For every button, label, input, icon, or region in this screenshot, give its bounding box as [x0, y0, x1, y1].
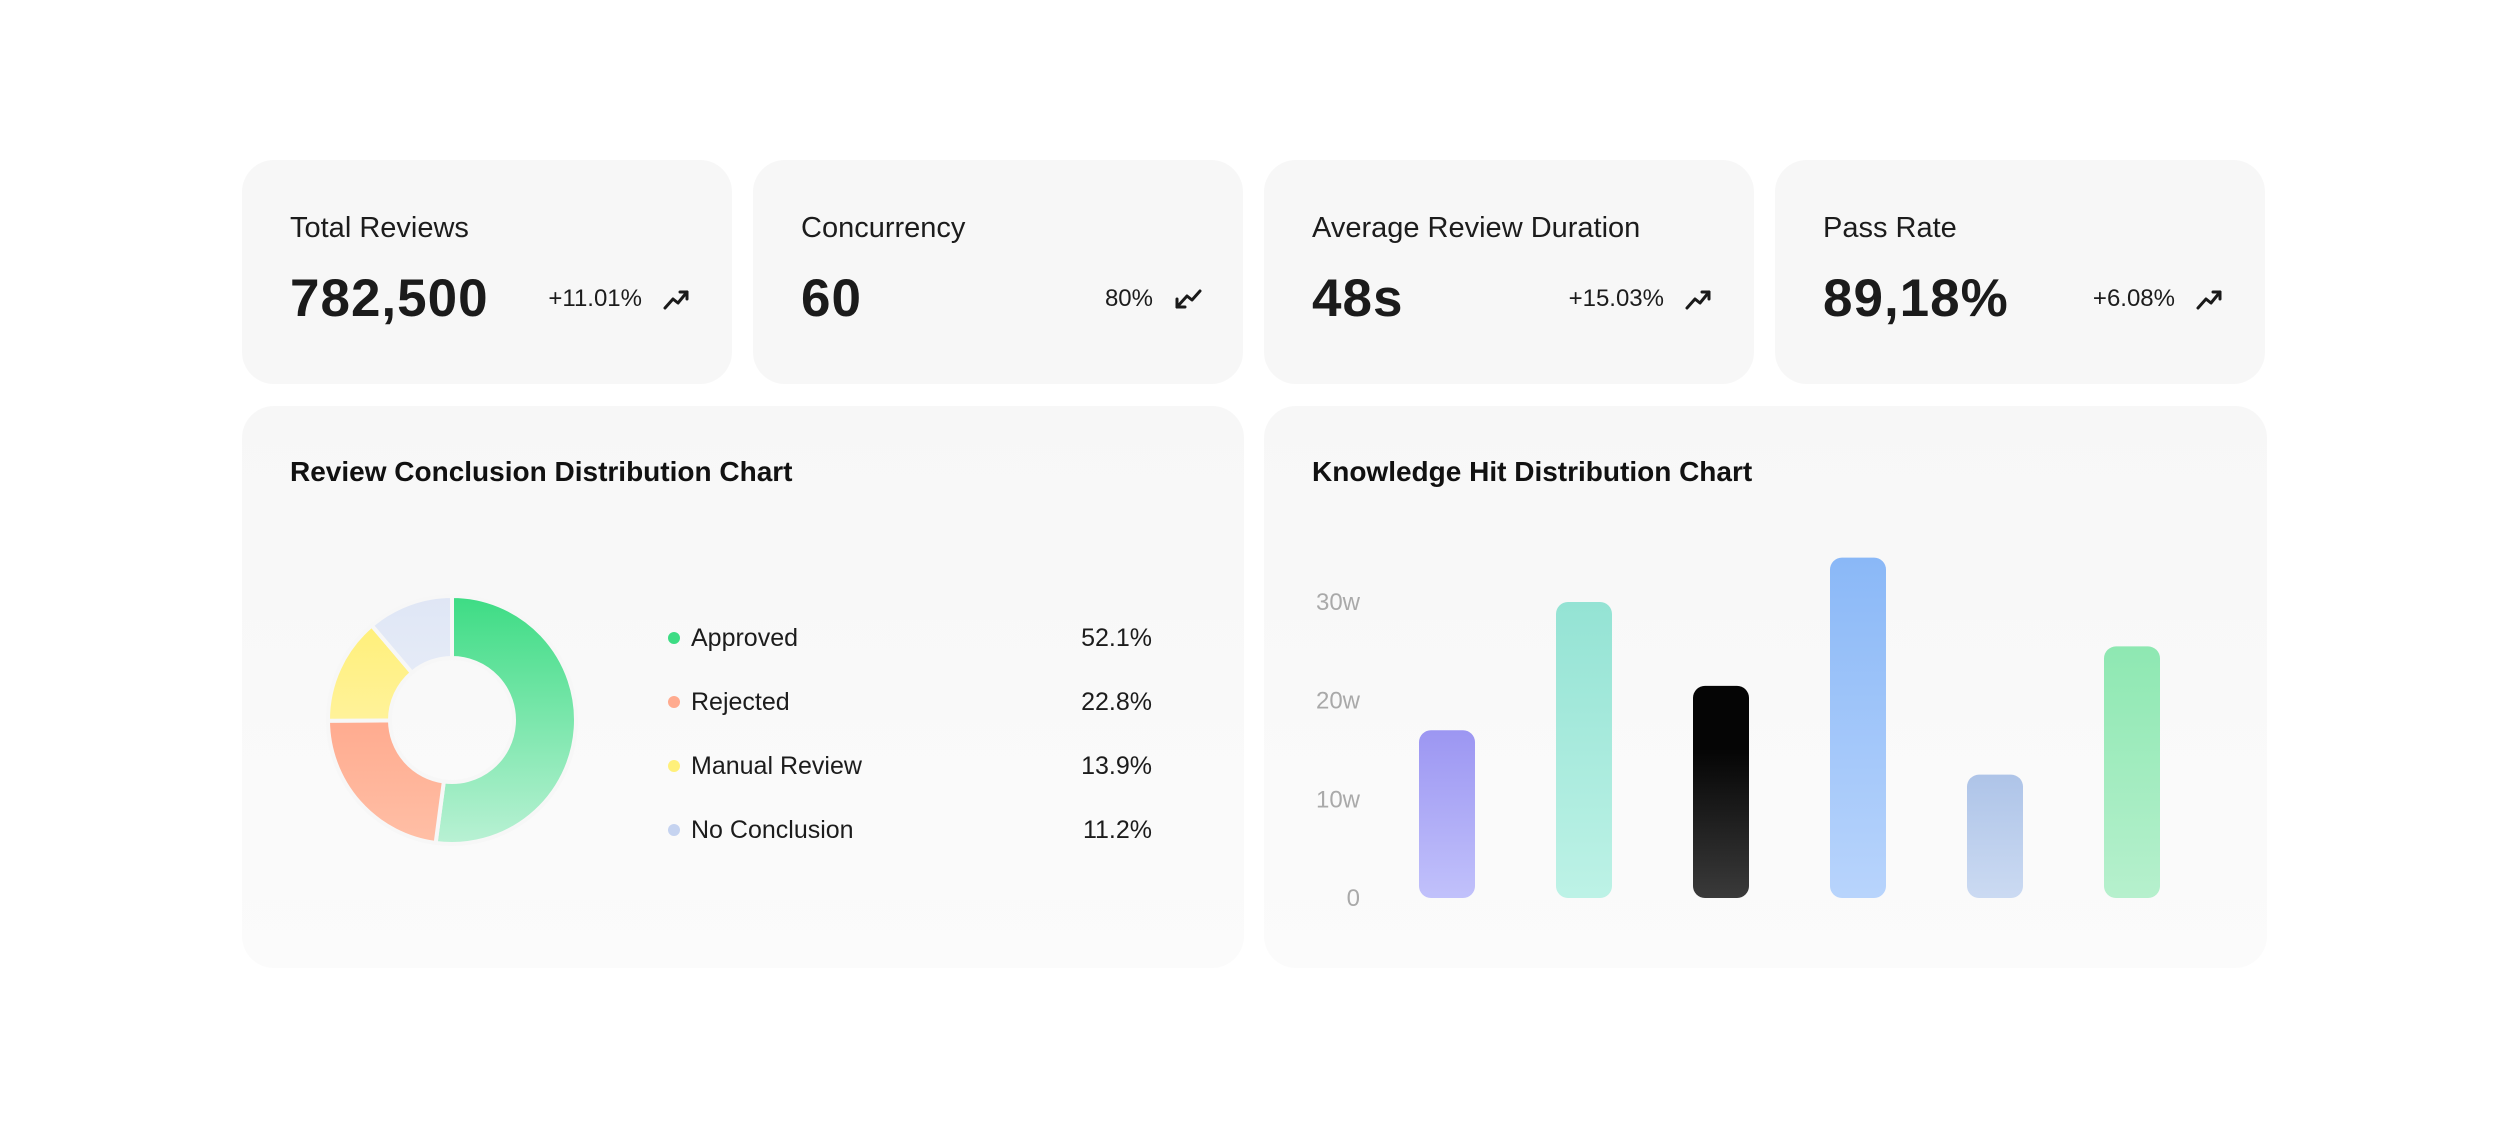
stat-card-concurrency: Concurrency 60 80%	[753, 160, 1243, 384]
stat-change: +11.01%	[548, 284, 692, 314]
legend-dot	[668, 824, 680, 836]
chart-title: Review Conclusion Distribution Chart	[290, 456, 793, 487]
donut-slice-no-conclusion	[369, 594, 454, 675]
knowledge-hit-card: Knowledge Hit Distribution Chart 0 10w 20w…	[1264, 406, 2267, 968]
bar-chart: 0 10w 20w 30w	[1316, 557, 2160, 912]
legend-value: 11.2%	[1082, 815, 1152, 844]
donut-slice-rejected	[326, 718, 446, 845]
y-tick-label: 30w	[1316, 589, 1361, 616]
legend-label: Approved	[691, 623, 799, 652]
legend-dot	[668, 760, 680, 772]
bar-1	[1419, 730, 1475, 898]
review-conclusion-card: Review Conclusion Distribution Chart	[242, 406, 1244, 968]
chart-legend: Approved 52.1% Rejected 22.8% Manual Rev…	[668, 606, 1152, 862]
bar-6	[2104, 646, 2160, 898]
legend-item-no-conclusion: No Conclusion 11.2%	[668, 798, 1152, 862]
trend-up-icon	[663, 290, 689, 310]
legend-item-rejected: Rejected 22.8%	[668, 670, 1152, 734]
bar-4	[1830, 557, 1886, 898]
legend-label: Manual Review	[691, 751, 862, 780]
y-tick-label: 0	[1347, 885, 1360, 912]
bar-2	[1556, 602, 1612, 898]
stat-title: Pass Rate	[1823, 212, 1957, 244]
bar-5	[1967, 774, 2023, 898]
y-tick-label: 20w	[1316, 688, 1361, 715]
stat-title: Total Reviews	[290, 212, 469, 244]
legend-value: 13.9%	[1081, 751, 1152, 780]
stat-change: 80%	[1105, 284, 1203, 314]
stat-change-value: +11.01%	[548, 285, 642, 312]
stat-change-value: +6.08%	[2092, 285, 2175, 312]
legend-value: 52.1%	[1081, 623, 1152, 652]
stat-change: +6.08%	[2093, 284, 2225, 314]
trend-up-icon	[1685, 290, 1711, 310]
stat-card-total-reviews: Total Reviews 782,500 +11.01%	[242, 160, 732, 384]
chart-title: Knowledge Hit Distribution Chart	[1312, 456, 1753, 487]
trend-down-icon	[1175, 289, 1202, 309]
stat-value: 782,500	[290, 269, 489, 328]
stat-value: 48s	[1312, 269, 1404, 328]
legend-dot	[668, 696, 680, 708]
legend-value: 22.8%	[1081, 687, 1152, 716]
donut-slice-approved	[433, 594, 578, 846]
legend-item-approved: Approved 52.1%	[668, 606, 1152, 670]
stat-title: Average Review Duration	[1312, 212, 1641, 244]
legend-item-manual-review: Manual Review 13.9%	[668, 734, 1152, 798]
trend-up-icon	[2196, 290, 2222, 310]
y-tick-label: 10w	[1316, 786, 1361, 813]
legend-label: Rejected	[691, 687, 790, 716]
stat-change-value: 80%	[1104, 285, 1153, 312]
legend-label: No Conclusion	[691, 815, 854, 844]
stat-change-value: +15.03%	[1568, 285, 1664, 312]
bar-3	[1693, 685, 1749, 898]
stat-card-average-review-duration: Average Review Duration 48s +15.03%	[1264, 160, 1754, 384]
stat-value: 60	[801, 269, 862, 328]
stat-change: +15.03%	[1569, 284, 1714, 314]
stat-value: 89,18%	[1823, 269, 2009, 328]
legend-dot	[668, 632, 680, 644]
stat-card-pass-rate: Pass Rate 89,18% +6.08%	[1775, 160, 2265, 384]
stat-title: Concurrency	[801, 212, 966, 244]
donut-chart	[326, 594, 578, 846]
